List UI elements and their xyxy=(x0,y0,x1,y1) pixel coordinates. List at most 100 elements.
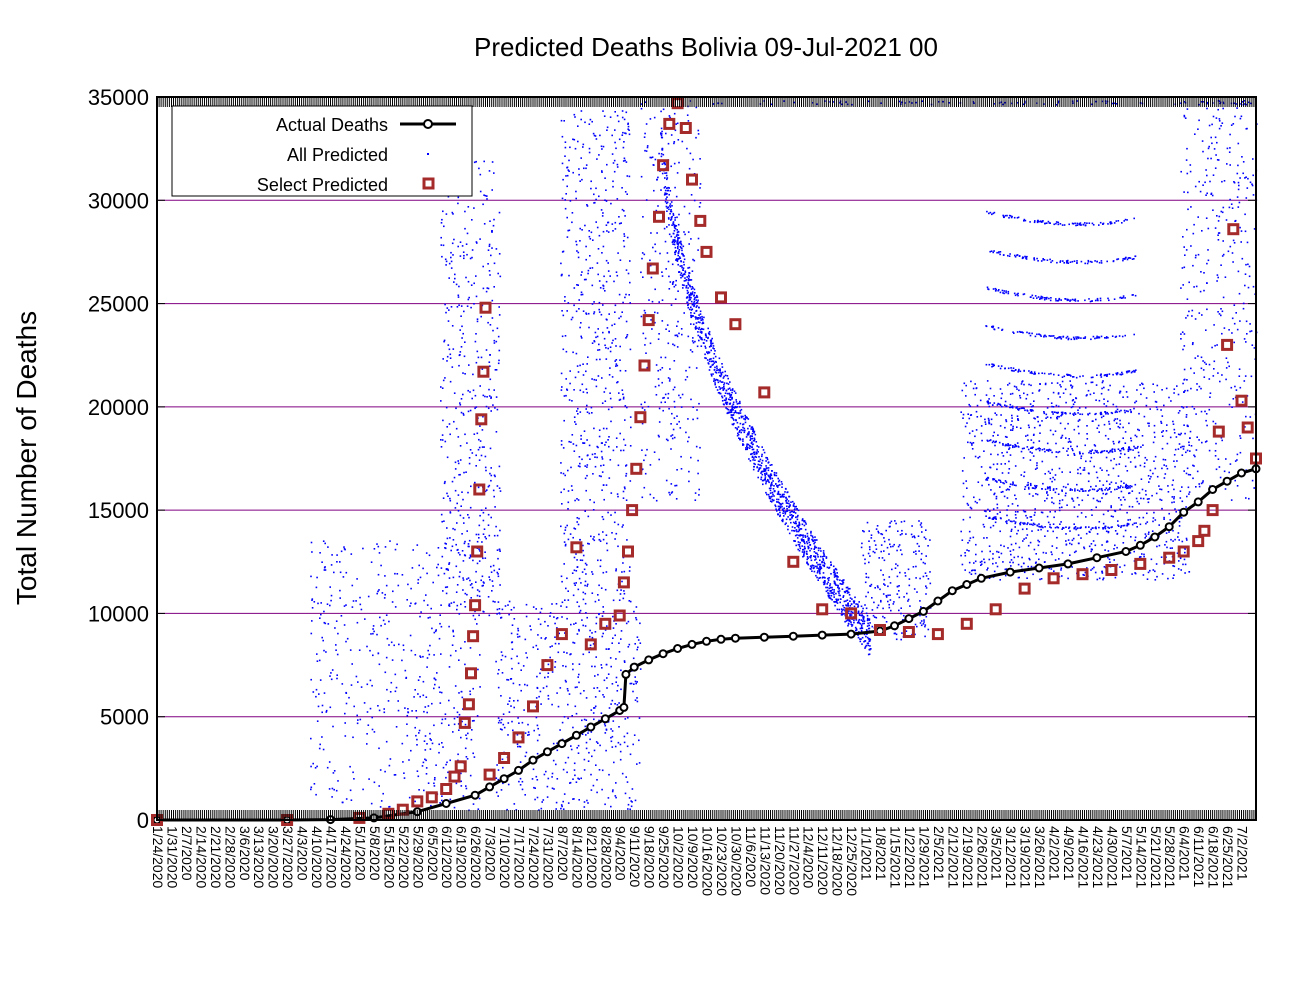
all-predicted-dot xyxy=(850,597,852,599)
all-predicted-dot xyxy=(622,302,624,304)
all-predicted-dot xyxy=(867,645,869,647)
all-predicted-dot xyxy=(456,428,458,430)
all-predicted-dot xyxy=(580,778,582,780)
all-predicted-dot xyxy=(449,263,451,265)
all-predicted-dot xyxy=(1119,456,1121,458)
all-predicted-dot xyxy=(1181,517,1183,519)
all-predicted-dot xyxy=(998,557,1000,559)
all-predicted-dot xyxy=(593,428,595,430)
all-predicted-dot xyxy=(579,456,581,458)
all-predicted-dot xyxy=(678,214,680,216)
all-predicted-dot xyxy=(754,453,756,455)
all-predicted-dot xyxy=(595,631,597,633)
all-predicted-dot xyxy=(424,759,426,761)
all-predicted-dot xyxy=(602,471,604,473)
all-predicted-dot xyxy=(786,506,788,508)
all-predicted-dot xyxy=(792,501,794,503)
all-predicted-dot xyxy=(677,255,679,257)
all-predicted-dot xyxy=(866,613,868,615)
all-predicted-dot xyxy=(751,446,753,448)
all-predicted-dot xyxy=(661,135,663,137)
all-predicted-dot xyxy=(582,146,584,148)
all-predicted-dot xyxy=(669,115,671,117)
all-predicted-dot xyxy=(656,500,658,502)
all-predicted-dot xyxy=(458,365,460,367)
all-predicted-dot xyxy=(498,306,500,308)
all-predicted-dot xyxy=(1178,560,1180,562)
all-predicted-dot xyxy=(909,585,911,587)
all-predicted-dot xyxy=(461,412,463,414)
all-predicted-dot xyxy=(989,545,991,547)
all-predicted-dot xyxy=(1139,384,1141,386)
all-predicted-dot xyxy=(625,444,627,446)
all-predicted-dot xyxy=(584,769,586,771)
all-predicted-dot xyxy=(908,569,910,571)
all-predicted-dot xyxy=(450,550,452,552)
all-predicted-dot xyxy=(453,239,455,241)
all-predicted-dot xyxy=(929,539,931,541)
all-predicted-dot xyxy=(553,616,555,618)
all-predicted-dot xyxy=(1031,406,1033,408)
all-predicted-dot xyxy=(1022,529,1024,531)
all-predicted-dot xyxy=(692,286,694,288)
all-predicted-dot xyxy=(1139,556,1141,558)
all-predicted-dot xyxy=(519,684,521,686)
all-predicted-dot xyxy=(501,659,503,661)
all-predicted-dot xyxy=(1007,488,1009,490)
all-predicted-dot xyxy=(822,561,824,563)
all-predicted-dot xyxy=(386,657,388,659)
all-predicted-dot xyxy=(625,776,627,778)
all-predicted-dot xyxy=(1108,421,1110,423)
all-predicted-dot xyxy=(1046,498,1048,500)
all-predicted-dot xyxy=(1081,455,1083,457)
all-predicted-dot xyxy=(460,241,462,243)
all-predicted-dot xyxy=(1010,565,1012,567)
all-predicted-dot xyxy=(685,379,687,381)
all-predicted-dot xyxy=(1068,539,1070,541)
all-predicted-dot xyxy=(818,550,820,552)
all-predicted-dot xyxy=(1186,539,1188,541)
all-predicted-dot xyxy=(555,661,557,663)
all-predicted-dot xyxy=(552,788,554,790)
all-predicted-dot xyxy=(580,559,582,561)
all-predicted-dot xyxy=(520,778,522,780)
all-predicted-dot xyxy=(675,247,677,249)
all-predicted-dot xyxy=(807,558,809,560)
all-predicted-dot xyxy=(617,704,619,706)
all-predicted-dot xyxy=(446,407,448,409)
all-predicted-dot xyxy=(883,583,885,585)
all-predicted-dot xyxy=(589,413,591,415)
all-predicted-dot xyxy=(783,510,785,512)
all-predicted-dot xyxy=(571,715,573,717)
all-predicted-dot xyxy=(560,472,562,474)
all-predicted-dot xyxy=(770,478,772,480)
all-predicted-dot xyxy=(612,616,614,618)
all-predicted-dot xyxy=(985,423,987,425)
all-predicted-dot xyxy=(1068,438,1070,440)
all-predicted-dot xyxy=(484,536,486,538)
all-predicted-dot xyxy=(438,687,440,689)
all-predicted-dot xyxy=(1028,558,1030,560)
all-predicted-dot xyxy=(588,327,590,329)
all-predicted-dot xyxy=(722,366,724,368)
all-predicted-dot xyxy=(629,797,631,799)
all-predicted-dot xyxy=(981,563,983,565)
all-predicted-dot xyxy=(909,605,911,607)
all-predicted-dot xyxy=(1045,384,1047,386)
all-predicted-dot xyxy=(496,431,498,433)
all-predicted-dot xyxy=(813,567,815,569)
all-predicted-dot xyxy=(1065,495,1067,497)
all-predicted-dot xyxy=(314,783,316,785)
all-predicted-dot xyxy=(839,609,841,611)
all-predicted-dot xyxy=(884,617,886,619)
all-predicted-dot xyxy=(316,689,318,691)
all-predicted-dot xyxy=(487,263,489,265)
all-predicted-dot xyxy=(769,496,771,498)
all-predicted-dot xyxy=(615,658,617,660)
all-predicted-dot xyxy=(707,338,709,340)
all-predicted-dot xyxy=(849,588,851,590)
all-predicted-dot xyxy=(381,800,383,802)
all-predicted-dot xyxy=(320,614,322,616)
all-predicted-dot xyxy=(591,407,593,409)
all-predicted-dot xyxy=(1085,516,1087,518)
